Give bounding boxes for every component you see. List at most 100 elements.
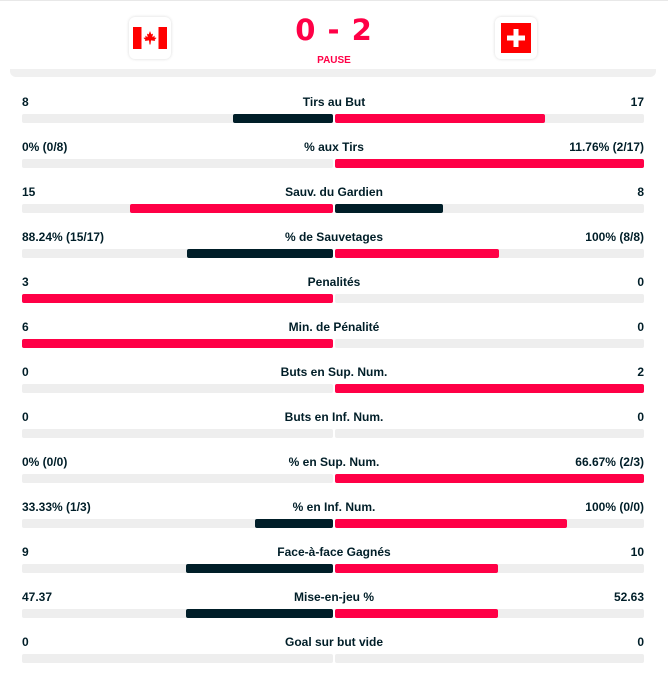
stat-away-value: 100% (0/0) xyxy=(585,500,644,514)
stat-away-bar-track xyxy=(335,654,644,663)
stat-away-value: 66.67% (2/3) xyxy=(575,455,644,469)
stat-away-bar xyxy=(335,204,443,213)
stat-away-bar-track xyxy=(335,474,644,483)
switzerland-flag-icon xyxy=(501,23,531,53)
stat-label: % en Sup. Num. xyxy=(288,455,380,469)
stat-row: 0 Buts en Sup. Num. 2 xyxy=(0,362,668,407)
stat-away-value: 0 xyxy=(637,410,644,424)
stat-home-value: 15 xyxy=(22,185,36,199)
stat-away-bar-track xyxy=(335,339,644,348)
stat-home-bar xyxy=(22,294,333,303)
stat-home-bar xyxy=(233,114,333,123)
stat-away-bar-track xyxy=(335,519,644,528)
stat-label: Buts en Inf. Num. xyxy=(284,410,384,424)
match-status: PAUSE xyxy=(317,55,351,66)
header-divider xyxy=(10,69,656,77)
match-score: 0 - 2 xyxy=(295,13,373,47)
stat-home-value: 0% (0/0) xyxy=(22,455,68,469)
stat-row: 8 Tirs au But 17 xyxy=(0,92,668,137)
stat-away-value: 17 xyxy=(630,95,644,109)
stat-label: % aux Tirs xyxy=(304,140,364,154)
stat-home-value: 6 xyxy=(22,320,29,334)
stat-home-bar-track xyxy=(22,609,333,618)
stat-away-value: 52.63 xyxy=(613,590,644,604)
stat-row: 0% (0/8) % aux Tirs 11.76% (2/17) xyxy=(0,137,668,182)
stat-label: Tirs au But xyxy=(302,95,366,109)
stat-away-bar xyxy=(335,114,545,123)
stat-row: 88.24% (15/17) % de Sauvetages 100% (8/8) xyxy=(0,227,668,272)
stat-row: 3 Penalités 0 xyxy=(0,272,668,317)
stat-home-bar-track xyxy=(22,249,333,258)
stat-home-bar-track xyxy=(22,654,333,663)
stat-away-bar-track xyxy=(335,114,644,123)
stat-away-value: 10 xyxy=(630,545,644,559)
stat-away-value: 0 xyxy=(637,320,644,334)
stat-home-bar xyxy=(255,519,333,528)
stat-home-bar xyxy=(187,249,333,258)
stat-home-value: 0 xyxy=(22,410,29,424)
stat-label: Goal sur but vide xyxy=(284,635,383,649)
stat-away-value: 8 xyxy=(637,185,644,199)
stat-home-value: 88.24% (15/17) xyxy=(22,230,105,244)
stat-home-bar xyxy=(22,339,333,348)
stat-row: 33.33% (1/3) % en Inf. Num. 100% (0/0) xyxy=(0,497,668,542)
stat-row: 47.37 Mise-en-jeu % 52.63 xyxy=(0,587,668,632)
stat-home-bar-track xyxy=(22,294,333,303)
home-team-flag[interactable] xyxy=(129,17,171,59)
stat-home-value: 0 xyxy=(22,635,29,649)
stat-home-bar xyxy=(186,609,333,618)
stat-home-value: 3 xyxy=(22,275,29,289)
canada-flag-icon xyxy=(133,27,167,49)
stat-row: 0% (0/0) % en Sup. Num. 66.67% (2/3) xyxy=(0,452,668,497)
stat-home-bar-track xyxy=(22,564,333,573)
stat-away-bar-track xyxy=(335,564,644,573)
stat-home-value: 8 xyxy=(22,95,29,109)
stat-label: Min. de Pénalité xyxy=(288,320,380,334)
stat-row: 0 Buts en Inf. Num. 0 xyxy=(0,407,668,452)
stat-label: Face-à-face Gagnés xyxy=(277,545,391,559)
stat-home-value: 47.37 xyxy=(22,590,53,604)
stat-home-bar-track xyxy=(22,159,333,168)
stat-home-bar-track xyxy=(22,384,333,393)
stat-away-bar xyxy=(335,474,644,483)
stat-away-value: 11.76% (2/17) xyxy=(569,140,644,154)
stat-away-bar xyxy=(335,159,644,168)
stat-away-bar-track xyxy=(335,204,644,213)
stat-away-bar-track xyxy=(335,609,644,618)
stat-label: Buts en Sup. Num. xyxy=(280,365,388,379)
stats-list: 8 Tirs au But 17 0% (0/8) % aux Tirs 11.76% (… xyxy=(0,92,668,677)
stat-away-bar-track xyxy=(335,384,644,393)
stat-home-value: 0 xyxy=(22,365,29,379)
stat-away-bar-track xyxy=(335,429,644,438)
stat-home-bar-track xyxy=(22,204,333,213)
stat-away-bar xyxy=(335,564,498,573)
stat-home-bar-track xyxy=(22,429,333,438)
stat-away-bar-track xyxy=(335,294,644,303)
stat-label: Penalités xyxy=(307,275,361,289)
stat-home-value: 33.33% (1/3) xyxy=(22,500,91,514)
stat-row: 6 Min. de Pénalité 0 xyxy=(0,317,668,362)
stat-label: Mise-en-jeu % xyxy=(293,590,374,604)
stat-away-bar xyxy=(335,384,644,393)
stat-home-value: 0% (0/8) xyxy=(22,140,68,154)
stat-label: % en Inf. Num. xyxy=(292,500,376,514)
stat-away-value: 100% (8/8) xyxy=(585,230,644,244)
stat-home-bar-track xyxy=(22,339,333,348)
stat-away-value: 0 xyxy=(637,635,644,649)
stat-home-value: 9 xyxy=(22,545,29,559)
stat-row: 15 Sauv. du Gardien 8 xyxy=(0,182,668,227)
stat-away-bar-track xyxy=(335,159,644,168)
stat-home-bar xyxy=(186,564,333,573)
stat-home-bar-track xyxy=(22,519,333,528)
stat-away-bar xyxy=(335,609,498,618)
stat-home-bar-track xyxy=(22,474,333,483)
stat-row: 0 Goal sur but vide 0 xyxy=(0,632,668,677)
stat-home-bar xyxy=(130,204,333,213)
stat-away-bar xyxy=(335,249,499,258)
stat-home-bar-track xyxy=(22,114,333,123)
stat-away-bar xyxy=(335,519,567,528)
stat-away-value: 0 xyxy=(637,275,644,289)
match-header: 0 - 2 PAUSE xyxy=(0,0,668,77)
away-team-flag[interactable] xyxy=(495,17,537,59)
stat-row: 9 Face-à-face Gagnés 10 xyxy=(0,542,668,587)
